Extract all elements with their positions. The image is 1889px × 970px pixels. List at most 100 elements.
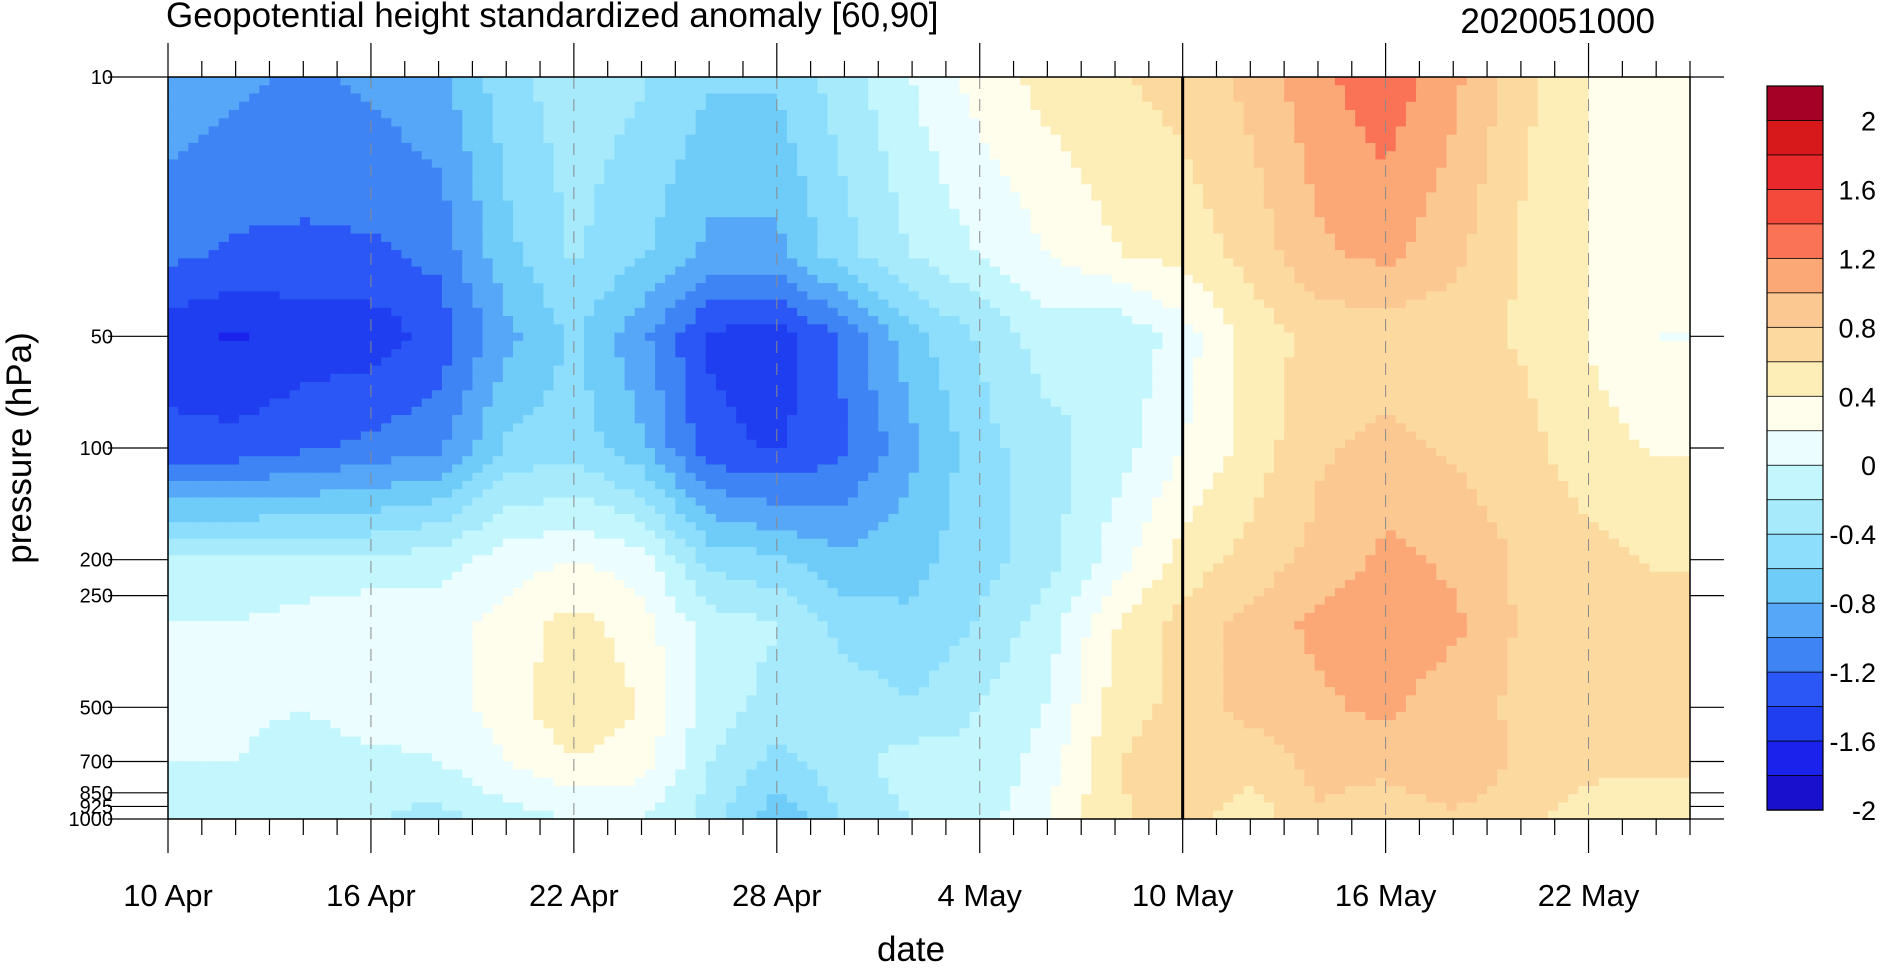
field-cell [797,167,808,177]
field-cell [766,151,778,161]
field-cell [310,225,321,235]
field-cell [1213,233,1224,243]
field-cell [289,101,301,111]
field-cell [969,101,981,111]
field-cell [1608,192,1620,202]
field-cell [1568,241,1579,251]
field-cell [1243,241,1255,251]
field-cell [168,85,179,95]
field-cell [1040,192,1052,202]
field-cell [249,250,260,259]
field-cell [1497,142,1508,152]
field-cell [441,151,453,161]
field-cell [908,299,920,309]
field-cell [1598,283,1610,292]
field-cell [715,274,727,284]
field-cell [624,134,636,144]
field-cell [1314,109,1326,119]
field-cell [330,200,342,210]
field-cell [178,217,189,226]
field-cell [1233,159,1245,169]
field-cell [857,93,869,103]
field-cell [279,151,291,161]
field-cell [979,291,991,301]
field-cell [1192,126,1204,136]
field-cell [624,258,636,268]
field-cell [1578,109,1590,119]
field-cell [705,283,717,292]
field-cell [746,274,758,284]
field-cell [452,316,463,325]
field-cell [1456,192,1468,202]
field-cell [665,258,676,268]
field-cell [1142,175,1153,185]
field-cell [888,340,900,350]
field-cell [502,93,514,103]
field-cell [482,340,494,350]
field-cell [1558,151,1569,161]
field-cell [604,340,616,350]
field-cell [1578,332,1590,342]
field-cell [736,167,747,177]
field-cell [1547,250,1559,259]
field-cell [1416,126,1427,136]
field-cell [1304,134,1316,144]
field-cell [878,225,890,235]
field-cell [1375,101,1387,111]
field-cell [888,159,900,169]
field-cell [1558,291,1569,301]
field-cell [898,274,910,284]
field-cell [1568,324,1579,334]
field-cell [1263,142,1275,152]
field-cell [827,241,839,251]
field-cell [391,291,402,301]
field-cell [1558,109,1569,119]
field-cell [715,233,727,243]
field-cell [492,208,504,218]
field-cell [198,299,210,309]
field-cell [1608,184,1620,194]
field-cell [512,175,524,185]
field-cell [847,142,859,152]
field-cell [360,101,372,111]
field-cell [360,85,372,95]
field-cell [756,175,768,185]
field-cell [1091,316,1103,325]
field-cell [228,85,240,95]
field-cell [1040,200,1052,210]
field-cell [1517,109,1529,119]
field-cell [1578,151,1590,161]
field-cell [1618,77,1630,86]
field-cell [208,324,220,334]
field-cell [868,217,879,226]
field-cell [543,332,555,342]
field-cell [1355,332,1366,342]
field-cell [1273,250,1285,259]
field-cell [462,93,473,103]
field-cell [381,324,392,334]
field-cell [1081,142,1092,152]
field-cell [1659,85,1671,95]
field-cell [370,109,382,119]
field-cell [1131,233,1143,243]
field-cell [847,274,859,284]
field-cell [289,225,301,235]
field-cell [360,200,372,210]
field-cell [786,307,798,317]
field-cell [1131,109,1143,119]
field-cell [786,332,798,342]
field-cell [188,283,200,292]
field-cell [228,142,240,152]
field-cell [320,85,331,95]
field-cell [1578,266,1590,276]
field-cell [1121,217,1133,226]
field-cell [1162,274,1174,284]
field-cell [1547,167,1559,177]
field-cell [1294,118,1306,128]
field-cell [1243,225,1255,235]
field-cell [807,266,818,276]
field-cell [360,175,372,185]
field-cell [644,192,656,202]
field-cell [370,340,382,350]
